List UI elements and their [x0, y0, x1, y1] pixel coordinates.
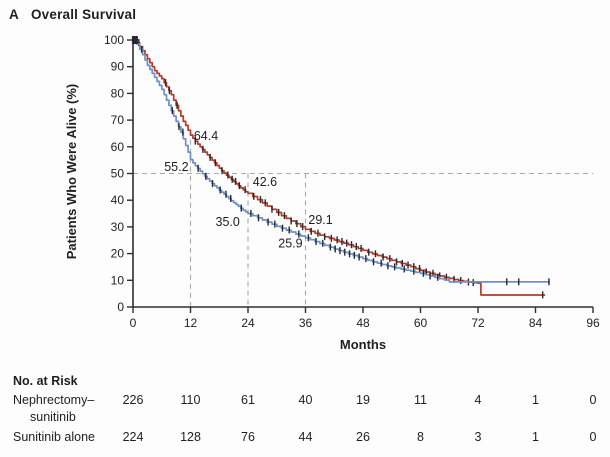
y-axis-tick-label: 50 [111, 167, 125, 181]
y-axis-tick-label: 30 [111, 220, 125, 234]
panel-title-text: Overall Survival [30, 7, 137, 22]
milestone-label: 29.1 [308, 213, 332, 227]
risk-count: 110 [180, 393, 201, 407]
risk-count: 1 [532, 393, 539, 407]
risk-row-label: sunitinib [30, 410, 76, 424]
risk-count: 76 [241, 430, 255, 444]
risk-count: 0 [589, 430, 597, 444]
y-axis-tick-label: 100 [104, 33, 124, 47]
y-axis-title: Patients Who Were Alive (%) [64, 84, 79, 260]
x-axis-tick-label: 24 [241, 316, 255, 330]
risk-row-label: Nephrectomy– [13, 393, 95, 407]
risk-count: 61 [241, 393, 255, 407]
survival-curve-sunitinib-alone [133, 39, 550, 283]
x-axis-tick-label: 84 [529, 316, 543, 330]
risk-row-label: Sunitinib alone [13, 430, 96, 444]
x-axis-tick-label: 72 [471, 316, 485, 330]
risk-count: 40 [298, 393, 313, 407]
risk-count: 4 [474, 393, 482, 407]
risk-count: 1 [532, 430, 539, 444]
panel-title: A Overall Survival [9, 7, 136, 22]
x-axis-tick-label: 96 [586, 316, 600, 330]
x-axis-title: Months [340, 337, 386, 352]
y-axis-tick-label: 0 [117, 300, 124, 314]
risk-count: 19 [356, 393, 370, 407]
y-axis-tick-label: 70 [111, 113, 125, 127]
y-axis-tick-label: 90 [111, 60, 125, 74]
risk-count: 11 [414, 393, 427, 407]
x-axis-tick-label: 48 [356, 316, 370, 330]
risk-count: 128 [180, 430, 201, 444]
y-axis-tick-label: 40 [111, 193, 125, 207]
milestone-label: 42.6 [253, 175, 277, 189]
curve-start-marker [131, 36, 138, 44]
risk-count: 226 [122, 393, 144, 407]
panel-letter: A [9, 7, 19, 22]
risk-count: 0 [589, 393, 597, 407]
x-axis-tick-label: 12 [184, 316, 198, 330]
y-axis-tick-label: 60 [111, 140, 125, 154]
risk-table-header: No. at Risk [13, 374, 78, 388]
risk-count: 44 [298, 430, 313, 444]
milestone-label: 64.4 [194, 129, 218, 143]
risk-count: 3 [474, 430, 482, 444]
survival-curve-nephrectomy-sunitinib [133, 39, 546, 296]
x-axis-tick-label: 0 [130, 316, 137, 330]
x-axis-tick-label: 60 [414, 316, 428, 330]
risk-count: 26 [356, 430, 370, 444]
milestone-label: 55.2 [164, 160, 188, 174]
y-axis-tick-label: 10 [111, 273, 125, 287]
risk-count: 224 [122, 430, 144, 444]
milestone-label: 25.9 [278, 236, 302, 250]
milestone-label: 35.0 [216, 215, 240, 229]
risk-count: 8 [417, 430, 424, 444]
x-axis-tick-label: 36 [299, 316, 313, 330]
y-axis-tick-label: 80 [111, 86, 125, 100]
y-axis-tick-label: 20 [111, 247, 125, 261]
